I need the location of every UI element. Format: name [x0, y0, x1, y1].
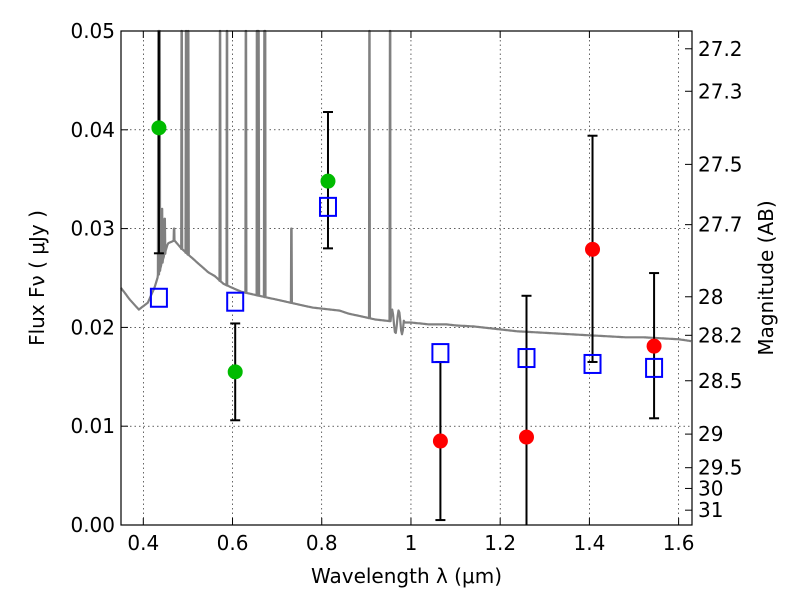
y-tick-label: 0.02 — [70, 315, 115, 339]
right-tick-label: 27.5 — [698, 152, 743, 176]
x-tick-label: 0.8 — [306, 531, 338, 555]
observed-point-green — [227, 364, 243, 380]
model-point-box — [645, 357, 664, 378]
right-tick-label: 29 — [698, 422, 723, 446]
y-tick-label: 0.05 — [70, 19, 115, 43]
right-tick-label: 30 — [698, 476, 723, 500]
observed-point-green — [320, 173, 336, 189]
right-tick-label: 27.3 — [698, 79, 743, 103]
grid — [121, 30, 692, 526]
observed-point-red — [585, 241, 601, 257]
model-point-box — [517, 348, 536, 369]
right-tick-label: 28.5 — [698, 369, 743, 393]
y-axis-right-label: Magnitude (AB) — [754, 200, 778, 355]
x-tick-label: 1.2 — [484, 531, 516, 555]
y-axis: 0.00 0.01 0.02 0.03 0.04 0.05 — [70, 19, 128, 537]
template-spectrum — [120, 29, 692, 343]
right-tick-label: 28 — [698, 285, 723, 309]
plot-frame — [120, 30, 693, 526]
right-tick-label: 27.2 — [698, 37, 743, 61]
observed-points — [151, 120, 662, 449]
x-axis: 0.4 0.6 0.8 1 1.2 1.4 1.6 — [127, 31, 695, 555]
right-tick-label: 31 — [698, 498, 723, 522]
observed-point-red — [518, 429, 534, 445]
x-tick-label: 1.4 — [573, 531, 605, 555]
y-tick-label: 0.00 — [70, 513, 115, 537]
y-tick-label: 0.01 — [70, 414, 115, 438]
x-tick-label: 0.4 — [127, 531, 159, 555]
y-tick-label: 0.03 — [70, 217, 115, 241]
observed-point-red — [646, 338, 662, 354]
right-tick-label: 28.2 — [698, 323, 743, 347]
x-tick-label: 1 — [405, 531, 418, 555]
model-point-box — [226, 291, 245, 312]
right-tick-label: 27.7 — [698, 213, 743, 237]
y-tick-label: 0.04 — [70, 118, 115, 142]
observed-point-green — [151, 120, 167, 136]
model-point-box — [583, 353, 602, 374]
model-point-box — [149, 287, 168, 308]
template-spectrum-line — [120, 29, 692, 343]
y-axis-label: Flux Fν ( μJy ) — [25, 210, 49, 346]
model-point-box — [431, 343, 450, 364]
x-axis-label: Wavelength λ (μm) — [311, 564, 502, 588]
x-tick-label: 1.6 — [663, 531, 695, 555]
observed-point-red — [432, 433, 448, 449]
x-tick-label: 0.6 — [217, 531, 249, 555]
right-tick-label: 29.5 — [698, 456, 743, 480]
error-bars — [153, 31, 660, 525]
model-points — [149, 196, 664, 378]
model-point-box — [318, 196, 337, 217]
